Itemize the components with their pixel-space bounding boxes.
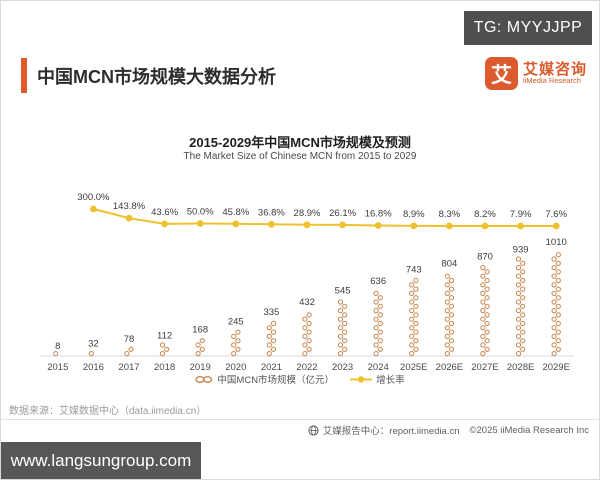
chart-title: 2015-2029年中国MCN市场规模及预测 — [189, 135, 411, 150]
svg-text:78: 78 — [124, 334, 135, 345]
svg-text:2021: 2021 — [261, 362, 282, 373]
report-center-text: 艾媒报告中心：report.iimedia.cn — [322, 426, 460, 437]
svg-text:43.6%: 43.6% — [151, 207, 178, 218]
svg-text:8.2%: 8.2% — [474, 209, 496, 220]
svg-text:2016: 2016 — [83, 362, 104, 373]
logo-name-cn: 艾媒咨询 — [522, 60, 587, 78]
svg-text:2022: 2022 — [296, 362, 317, 373]
chart-plot: 8 2015 32 2016 78 2017 112 2018 168 2019 245 2020 33… — [40, 186, 574, 374]
watermark-bar: www.langsungroup.com — [1, 442, 201, 479]
iimedia-logo-icon: 艾 — [484, 57, 518, 90]
legend-item-market-size: 中国MCN市场规模（亿元） — [195, 372, 334, 386]
copyright-text: ©2025 iiMedia Research Inc — [469, 424, 589, 436]
svg-text:2020: 2020 — [225, 362, 246, 373]
svg-text:2025E: 2025E — [400, 362, 427, 373]
svg-text:2027E: 2027E — [471, 362, 498, 373]
svg-text:7.6%: 7.6% — [545, 209, 567, 220]
globe-icon — [308, 424, 319, 436]
chart-subtitle: The Market Size of Chinese MCN from 2015… — [183, 151, 417, 162]
svg-text:8.9%: 8.9% — [403, 209, 425, 220]
svg-text:2017: 2017 — [118, 362, 139, 373]
svg-text:2015: 2015 — [47, 362, 68, 373]
svg-text:2024: 2024 — [368, 362, 389, 373]
svg-text:7.9%: 7.9% — [510, 209, 532, 220]
svg-text:335: 335 — [263, 307, 279, 318]
legend-label-growth-rate: 增长率 — [376, 375, 405, 386]
svg-text:2019: 2019 — [190, 362, 211, 373]
svg-text:16.8%: 16.8% — [365, 209, 392, 220]
svg-text:112: 112 — [157, 330, 172, 341]
svg-text:1010: 1010 — [546, 237, 567, 248]
svg-text:36.8%: 36.8% — [258, 207, 285, 218]
line-marker-icon — [350, 375, 373, 383]
svg-text:32: 32 — [88, 339, 99, 350]
svg-text:870: 870 — [477, 252, 493, 263]
iimedia-logo: 艾 艾媒咨询 iiMedia Research — [484, 57, 587, 90]
svg-text:939: 939 — [513, 244, 529, 255]
svg-text:804: 804 — [441, 258, 457, 269]
svg-text:2026E: 2026E — [436, 362, 463, 373]
svg-text:432: 432 — [299, 297, 315, 308]
svg-text:45.8%: 45.8% — [222, 207, 249, 218]
svg-text:743: 743 — [406, 265, 422, 276]
data-source-note: 数据来源：艾媒数据中心（data.iimedia.cn） — [9, 406, 207, 417]
svg-text:50.0%: 50.0% — [187, 207, 214, 218]
title-accent-bar — [21, 58, 27, 93]
legend-item-growth-rate: 增长率 — [350, 372, 405, 386]
svg-text:545: 545 — [335, 285, 351, 296]
svg-text:8: 8 — [55, 341, 60, 352]
svg-text:2029E: 2029E — [542, 362, 569, 373]
footer-divider — [1, 419, 599, 420]
svg-text:2028E: 2028E — [507, 362, 534, 373]
header: 中国MCN市场规模大数据分析 艾 艾媒咨询 iiMedia Research — [1, 57, 599, 95]
report-center-segment: 艾媒报告中心：report.iimedia.cn — [308, 423, 460, 437]
svg-text:2023: 2023 — [332, 362, 353, 373]
svg-text:26.1%: 26.1% — [329, 208, 356, 219]
svg-text:2018: 2018 — [154, 362, 175, 373]
chain-icon — [195, 375, 213, 383]
svg-text:28.9%: 28.9% — [294, 208, 321, 219]
svg-text:143.8%: 143.8% — [113, 201, 146, 212]
svg-text:300.0%: 300.0% — [77, 192, 110, 203]
svg-text:636: 636 — [370, 276, 386, 287]
svg-text:8.3%: 8.3% — [439, 209, 461, 220]
footer-report-info: 艾媒报告中心：report.iimedia.cn ©2025 iiMedia R… — [308, 423, 589, 437]
iimedia-logo-text: 艾媒咨询 iiMedia Research — [522, 60, 587, 86]
chart-legend: 中国MCN市场规模（亿元） 增长率 — [1, 372, 599, 386]
page-title: 中国MCN市场规模大数据分析 — [37, 67, 276, 87]
logo-name-en: iiMedia Research — [522, 76, 581, 86]
legend-label-market-size: 中国MCN市场规模（亿元） — [217, 375, 335, 386]
svg-text:245: 245 — [228, 317, 244, 328]
tg-badge: TG: MYYJJPP — [464, 11, 592, 45]
svg-text:168: 168 — [192, 325, 208, 336]
